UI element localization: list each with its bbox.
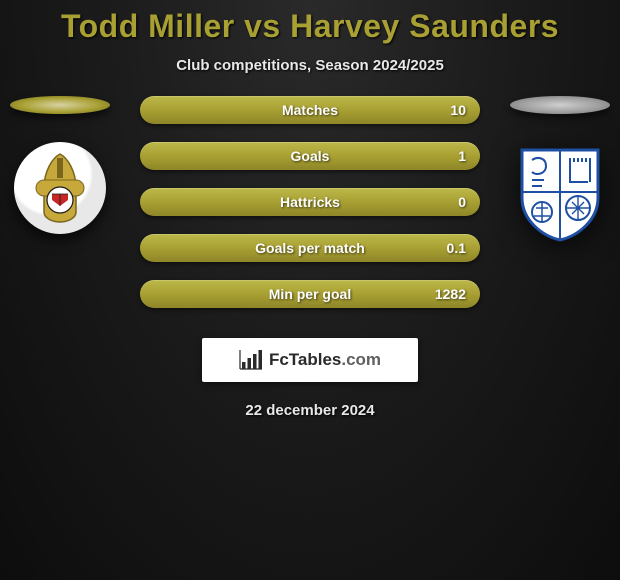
brand-domain: .com bbox=[341, 350, 381, 369]
stat-bar-matches: Matches 10 bbox=[140, 96, 480, 124]
subtitle: Club competitions, Season 2024/2025 bbox=[0, 57, 620, 74]
player-right-stand bbox=[510, 96, 610, 234]
comparison-stage: Matches 10 Goals 1 Hattricks 0 Goals per… bbox=[0, 96, 620, 336]
doncaster-rovers-crest-icon bbox=[14, 142, 106, 234]
stat-bars: Matches 10 Goals 1 Hattricks 0 Goals per… bbox=[140, 96, 480, 326]
stat-bar-hattricks: Hattricks 0 bbox=[140, 188, 480, 216]
stat-value: 0.1 bbox=[447, 234, 466, 262]
date-text: 22 december 2024 bbox=[0, 402, 620, 419]
stat-label: Goals bbox=[140, 142, 480, 170]
stat-bar-goals: Goals 1 bbox=[140, 142, 480, 170]
tranmere-rovers-crest-icon bbox=[514, 142, 606, 234]
player-left-stand bbox=[10, 96, 110, 234]
platform-right bbox=[510, 96, 610, 114]
bar-chart-icon bbox=[239, 348, 263, 372]
stat-value: 1282 bbox=[435, 280, 466, 308]
platform-left bbox=[10, 96, 110, 114]
brand-text: FcTables.com bbox=[269, 350, 381, 370]
stat-value: 0 bbox=[458, 188, 466, 216]
stat-bar-goals-per-match: Goals per match 0.1 bbox=[140, 234, 480, 262]
stat-value: 10 bbox=[450, 96, 466, 124]
brand-name: FcTables bbox=[269, 350, 341, 369]
stat-label: Goals per match bbox=[140, 234, 480, 262]
stat-bar-min-per-goal: Min per goal 1282 bbox=[140, 280, 480, 308]
stat-label: Min per goal bbox=[140, 280, 480, 308]
brand-badge: FcTables.com bbox=[202, 338, 418, 382]
stat-value: 1 bbox=[458, 142, 466, 170]
stat-label: Hattricks bbox=[140, 188, 480, 216]
stat-label: Matches bbox=[140, 96, 480, 124]
page-title: Todd Miller vs Harvey Saunders bbox=[0, 0, 620, 45]
